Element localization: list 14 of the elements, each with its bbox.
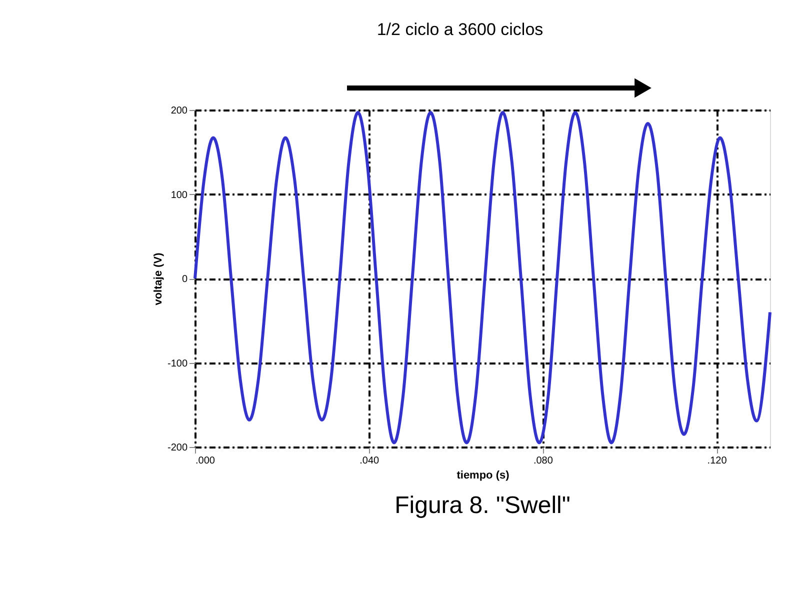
x-tick-label: .120 — [707, 456, 728, 466]
y-tick-label: -200 — [167, 442, 188, 454]
y-tick-label: 100 — [170, 190, 188, 201]
y-tick-label: 200 — [170, 106, 188, 116]
line-series — [194, 111, 772, 444]
text: Figura 8. "Swell" — [394, 492, 570, 519]
text: 1/2 ciclo a 3600 ciclos — [376, 20, 544, 39]
x-tick-label: .040 — [360, 456, 380, 466]
x-axis-title: tiempo (s) — [456, 470, 510, 482]
x-tick-label: .000 — [196, 456, 216, 466]
x-tick-label: .080 — [533, 456, 554, 466]
y-tick-label: -100 — [167, 358, 188, 370]
y-axis-title: voltaje (V) — [152, 252, 164, 306]
y-tick-label: 0 — [182, 274, 188, 285]
